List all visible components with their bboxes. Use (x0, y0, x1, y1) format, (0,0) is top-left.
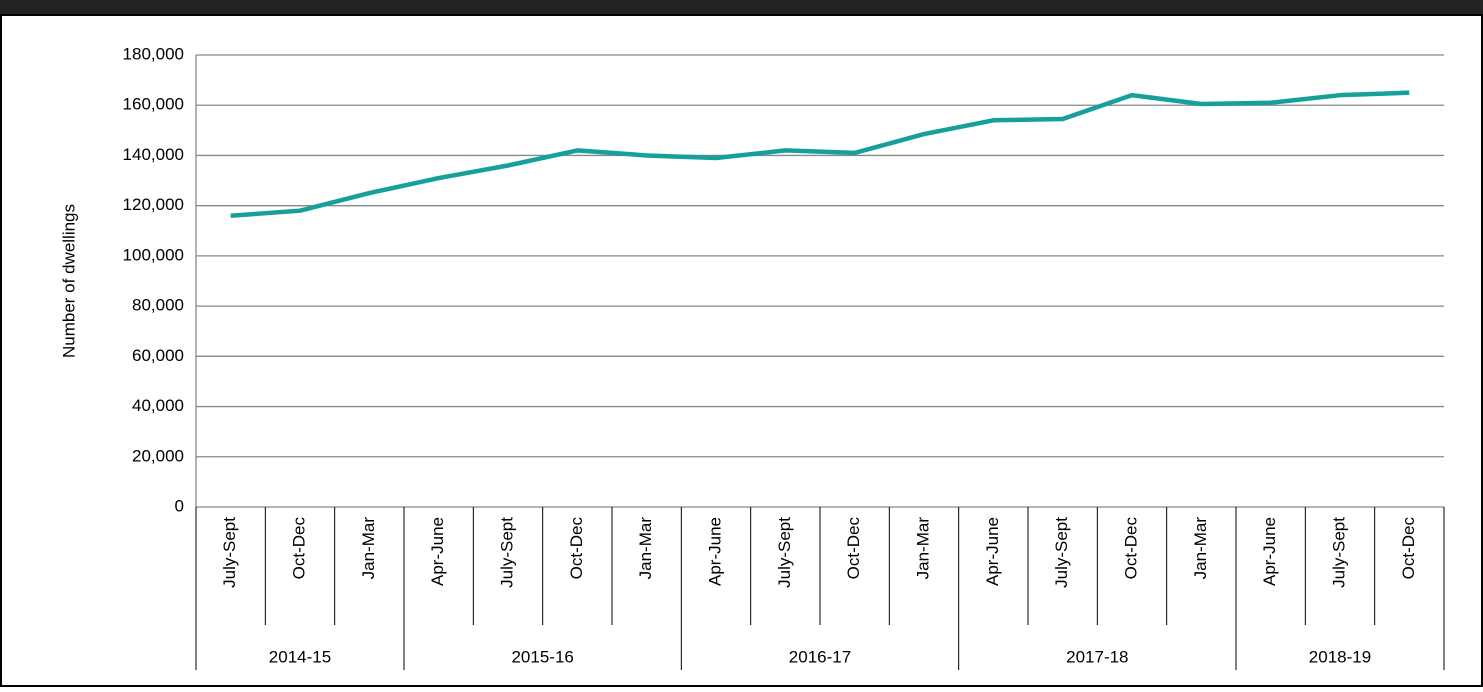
x-tick-label: Jan-Mar (1191, 517, 1210, 580)
y-tick-label: 0 (175, 496, 184, 515)
group-label: 2018-19 (1309, 647, 1371, 666)
x-tick-label: Jan-Mar (636, 517, 655, 580)
x-tick-label: July-Sept (497, 517, 516, 588)
x-tick-label: Apr-June (705, 517, 724, 586)
x-tick-label: Oct-Dec (567, 517, 586, 580)
y-axis-label: Number of dwellings (59, 204, 78, 358)
x-tick-label: Apr-June (1260, 517, 1279, 586)
y-tick-label: 60,000 (132, 346, 184, 365)
y-tick-label: 80,000 (132, 296, 184, 315)
x-tick-label: Oct-Dec (289, 517, 308, 580)
y-tick-label: 180,000 (123, 44, 184, 63)
x-tick-label: July-Sept (1329, 517, 1348, 588)
frame (0, 14, 1483, 687)
x-tick-label: Oct-Dec (1121, 517, 1140, 580)
y-tick-label: 20,000 (132, 446, 184, 465)
x-tick-label: July-Sept (1052, 517, 1071, 588)
y-tick-label: 100,000 (123, 245, 184, 264)
data-line (230, 90, 1410, 218)
group-label: 2017-18 (1066, 647, 1128, 666)
x-tick-label: July-Sept (220, 517, 239, 588)
x-tick-label: Apr-June (428, 517, 447, 586)
x-tick-label: Apr-June (983, 517, 1002, 586)
x-tick-label: July-Sept (775, 517, 794, 588)
y-tick-label: 120,000 (123, 195, 184, 214)
group-label: 2014-15 (269, 647, 331, 666)
x-tick-label: Oct-Dec (1399, 517, 1418, 580)
x-tick-label: Jan-Mar (359, 517, 378, 580)
x-tick-label: Jan-Mar (913, 517, 932, 580)
group-label: 2015-16 (511, 647, 573, 666)
y-tick-label: 140,000 (123, 145, 184, 164)
group-label: 2016-17 (789, 647, 851, 666)
top-bar (0, 0, 1483, 16)
y-tick-label: 40,000 (132, 396, 184, 415)
y-tick-label: 160,000 (123, 95, 184, 114)
x-tick-label: Oct-Dec (844, 517, 863, 580)
